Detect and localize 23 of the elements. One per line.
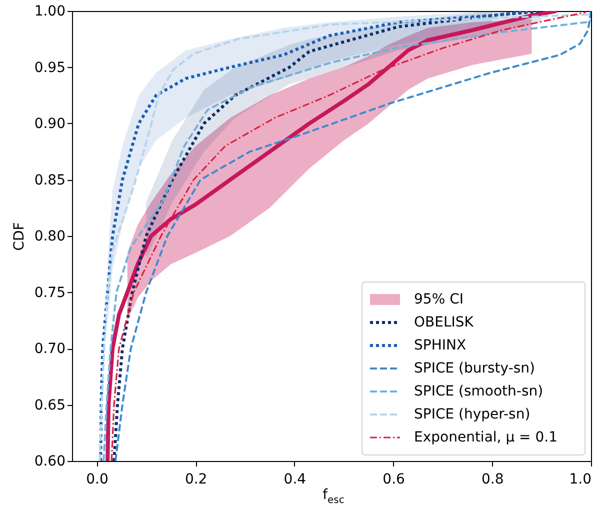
x-tick-label: 0.8 — [482, 472, 504, 488]
y-tick-label: 0.65 — [34, 397, 66, 414]
y-tick-label: 0.90 — [34, 116, 66, 132]
y-tick-label: 0.70 — [34, 341, 66, 357]
annotation: 95% CI — [414, 292, 464, 308]
legend-label: Exponential, μ = 0.1 — [414, 430, 558, 446]
y-tick-label: 1.00 — [34, 4, 66, 20]
y-tick-label: 0.75 — [34, 284, 66, 301]
legend-label: SPICE (bursty-sn) — [414, 360, 536, 376]
y-axis-title: CDF — [11, 222, 28, 251]
x-tick-label: 0.2 — [184, 472, 208, 488]
y-tick-label: 0.60 — [34, 454, 66, 470]
y-tick-label: 0.85 — [34, 172, 66, 188]
x-tick-label: 1.0 — [569, 472, 592, 488]
legend-label: SPICE (hyper-sn) — [414, 406, 530, 422]
x-tick-label: 0.4 — [284, 472, 306, 488]
y-tick-label: 0.80 — [34, 228, 66, 244]
x-tick-label: 0.0 — [86, 472, 108, 488]
legend-label: SPHINX — [414, 338, 466, 354]
legend-label: OBELISK — [414, 314, 474, 330]
y-tick-label: 0.95 — [34, 60, 66, 76]
x-tick-label: 0.6 — [382, 472, 406, 488]
legend-label: SPICE (smooth-sn) — [414, 384, 544, 400]
